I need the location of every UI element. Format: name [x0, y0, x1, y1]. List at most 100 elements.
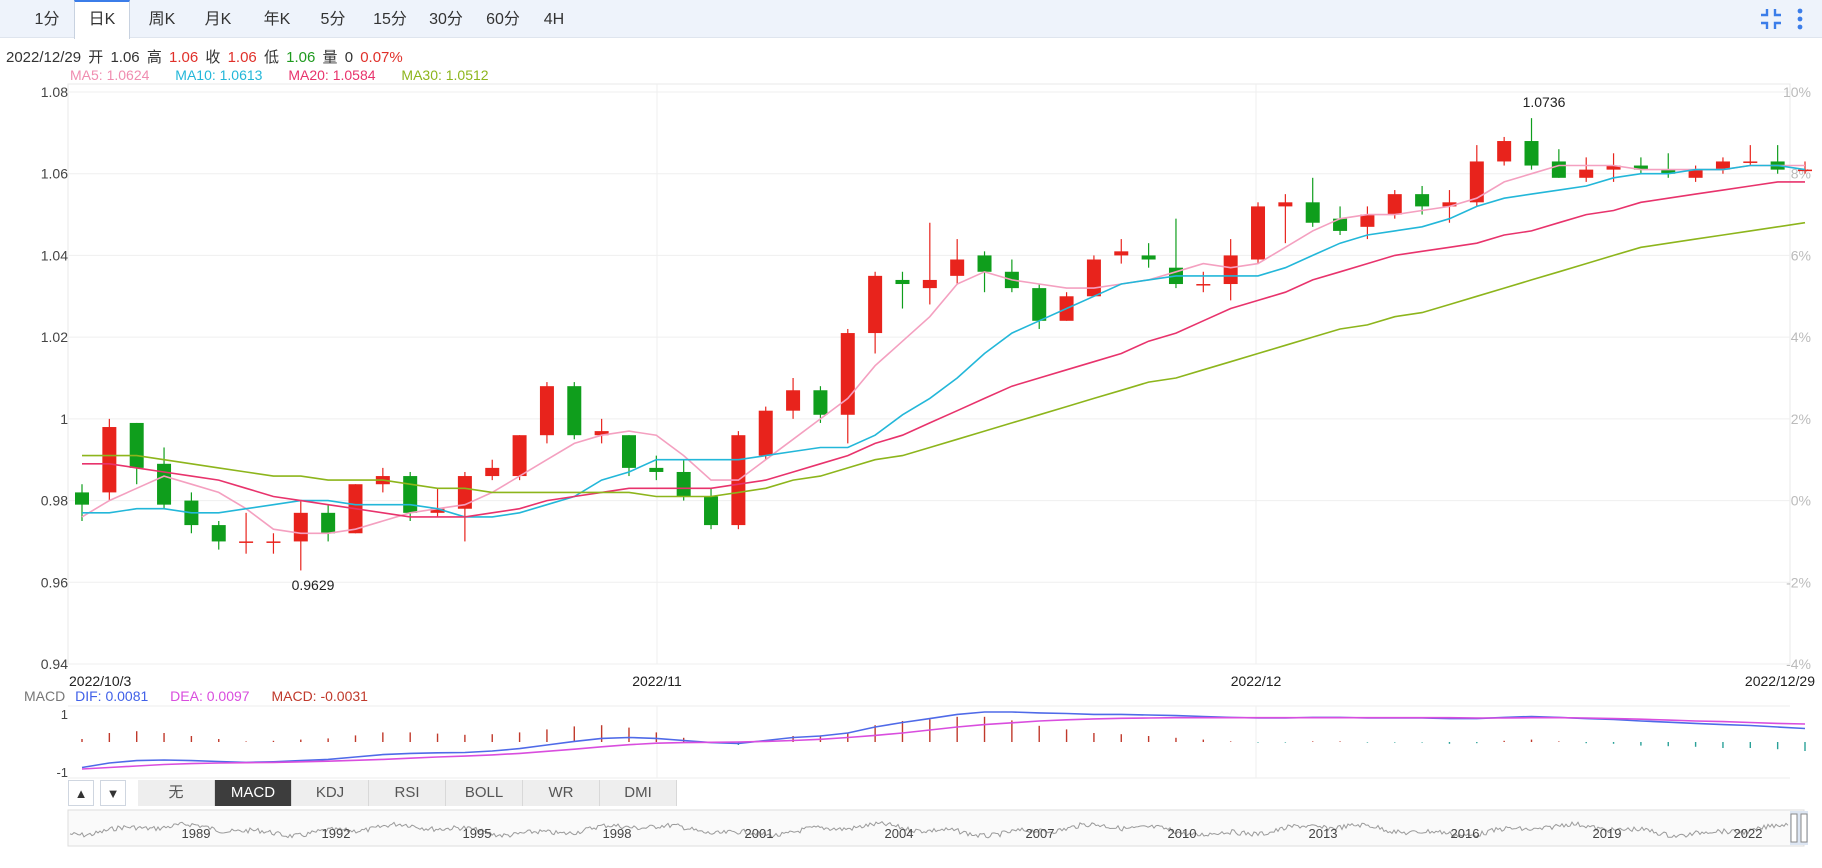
x-axis-label: 2022/12 [1231, 673, 1282, 689]
candle-body [649, 467, 664, 472]
candle [676, 459, 691, 501]
tab-3[interactable]: 月K [204, 11, 232, 28]
candle-body [1415, 194, 1430, 207]
collapse-icon[interactable] [1756, 4, 1786, 34]
candle-body [922, 279, 937, 289]
info-date: 2022/12/29 [6, 49, 82, 66]
candle-body [1743, 161, 1758, 163]
candle [266, 533, 281, 554]
candle-body [239, 541, 254, 543]
candle [1196, 271, 1211, 293]
more-vertical-icon[interactable] [1790, 4, 1810, 34]
indicator-tab-0[interactable]: 无 [138, 780, 215, 806]
candle [868, 271, 883, 354]
arrow-down-button[interactable]: ▼ [100, 780, 126, 806]
info-volume-label: 量 [322, 49, 338, 66]
candle [1086, 255, 1101, 297]
ma20-legend: MA20: 1.0584 [288, 67, 376, 83]
ma10-legend: MA10: 1.0613 [175, 67, 263, 83]
tab-5[interactable]: 5分 [320, 11, 346, 28]
ma30-legend: MA30: 1.0512 [401, 67, 489, 83]
candle [950, 239, 965, 285]
candle-body [1688, 169, 1703, 178]
info-close-label: 收 [205, 49, 221, 66]
candle-body [813, 390, 828, 415]
candle-body [129, 422, 144, 468]
candle-body [1770, 161, 1785, 170]
candle-body [1442, 202, 1457, 207]
tab-6[interactable]: 15分 [373, 11, 407, 28]
candle-body [1032, 288, 1047, 321]
candle-body [1387, 194, 1402, 215]
candle-body [1633, 165, 1648, 170]
navigator-year-label: 1989 [182, 826, 211, 841]
macd-dif-legend: DIF: 0.0081 [75, 688, 149, 704]
candle [895, 271, 910, 309]
navigator-year-label: 2019 [1593, 826, 1622, 841]
navigator-selection [1790, 811, 1808, 845]
candle-body [950, 259, 965, 276]
y-tick-label: 1.02 [41, 329, 68, 345]
ma5-line [81, 164, 1805, 535]
navigator-year-label: 2010 [1168, 826, 1197, 841]
navigator-year-label: 2007 [1026, 826, 1055, 841]
candle [1551, 149, 1566, 178]
tab-9[interactable]: 4H [543, 11, 565, 28]
candle-body [1059, 296, 1074, 321]
candle-body [1606, 165, 1621, 170]
pct-tick-label: 10% [1783, 84, 1811, 100]
candle-body [758, 410, 773, 456]
candle-body [266, 541, 281, 543]
indicator-tab-3[interactable]: RSI [369, 780, 446, 806]
candle [1168, 218, 1183, 289]
indicator-tab-6[interactable]: DMI [600, 780, 677, 806]
candle [704, 488, 719, 530]
y-tick-label: 1.06 [41, 166, 68, 182]
candle [1032, 284, 1047, 329]
arrow-up-button[interactable]: ▲ [68, 780, 94, 806]
y-tick-label: 0.96 [41, 574, 68, 590]
tab-4[interactable]: 年K [263, 11, 291, 28]
info-volume-value: 0 [344, 49, 354, 66]
tab-8[interactable]: 60分 [486, 11, 520, 28]
x-axis-label: 2022/12/29 [1745, 673, 1815, 689]
tab-7[interactable]: 30分 [429, 11, 463, 28]
indicator-tab-2[interactable]: KDJ [292, 780, 369, 806]
navigator-year-label: 2022 [1734, 826, 1763, 841]
info-low-value: 1.06 [286, 49, 316, 66]
y-tick-label: 0.94 [41, 656, 68, 672]
candle-body [157, 463, 172, 505]
candle-body [1360, 214, 1375, 227]
y-tick-label: 0.98 [41, 493, 68, 509]
candle [321, 504, 336, 542]
candle-body [1497, 141, 1512, 162]
candle [1798, 161, 1812, 174]
candle [758, 406, 773, 460]
candle [457, 471, 472, 542]
candle [731, 431, 746, 530]
candle-body [1004, 271, 1019, 289]
candle-body [293, 512, 308, 542]
candle-body [1251, 206, 1266, 260]
candle-body [704, 496, 719, 526]
x-axis-label: 2022/11 [632, 673, 682, 689]
candle-body [1114, 251, 1129, 256]
candle-body [1305, 202, 1320, 223]
candle [1770, 145, 1785, 174]
candle [567, 382, 582, 440]
candle [75, 484, 89, 521]
candle-body [1524, 141, 1539, 166]
candle-body [1223, 255, 1238, 285]
candle [184, 492, 199, 534]
indicator-tab-4[interactable]: BOLL [446, 780, 523, 806]
candle-body [621, 435, 636, 468]
candle [211, 521, 226, 550]
indicator-tab-5[interactable]: WR [523, 780, 600, 806]
y-tick-label: 1.08 [41, 84, 68, 100]
candle [1442, 190, 1457, 223]
tab-2[interactable]: 周K [148, 11, 176, 28]
tab-0[interactable]: 1分 [34, 11, 60, 28]
tab-1[interactable]: 日K [74, 0, 130, 39]
indicator-tab-1[interactable]: MACD [215, 780, 292, 806]
